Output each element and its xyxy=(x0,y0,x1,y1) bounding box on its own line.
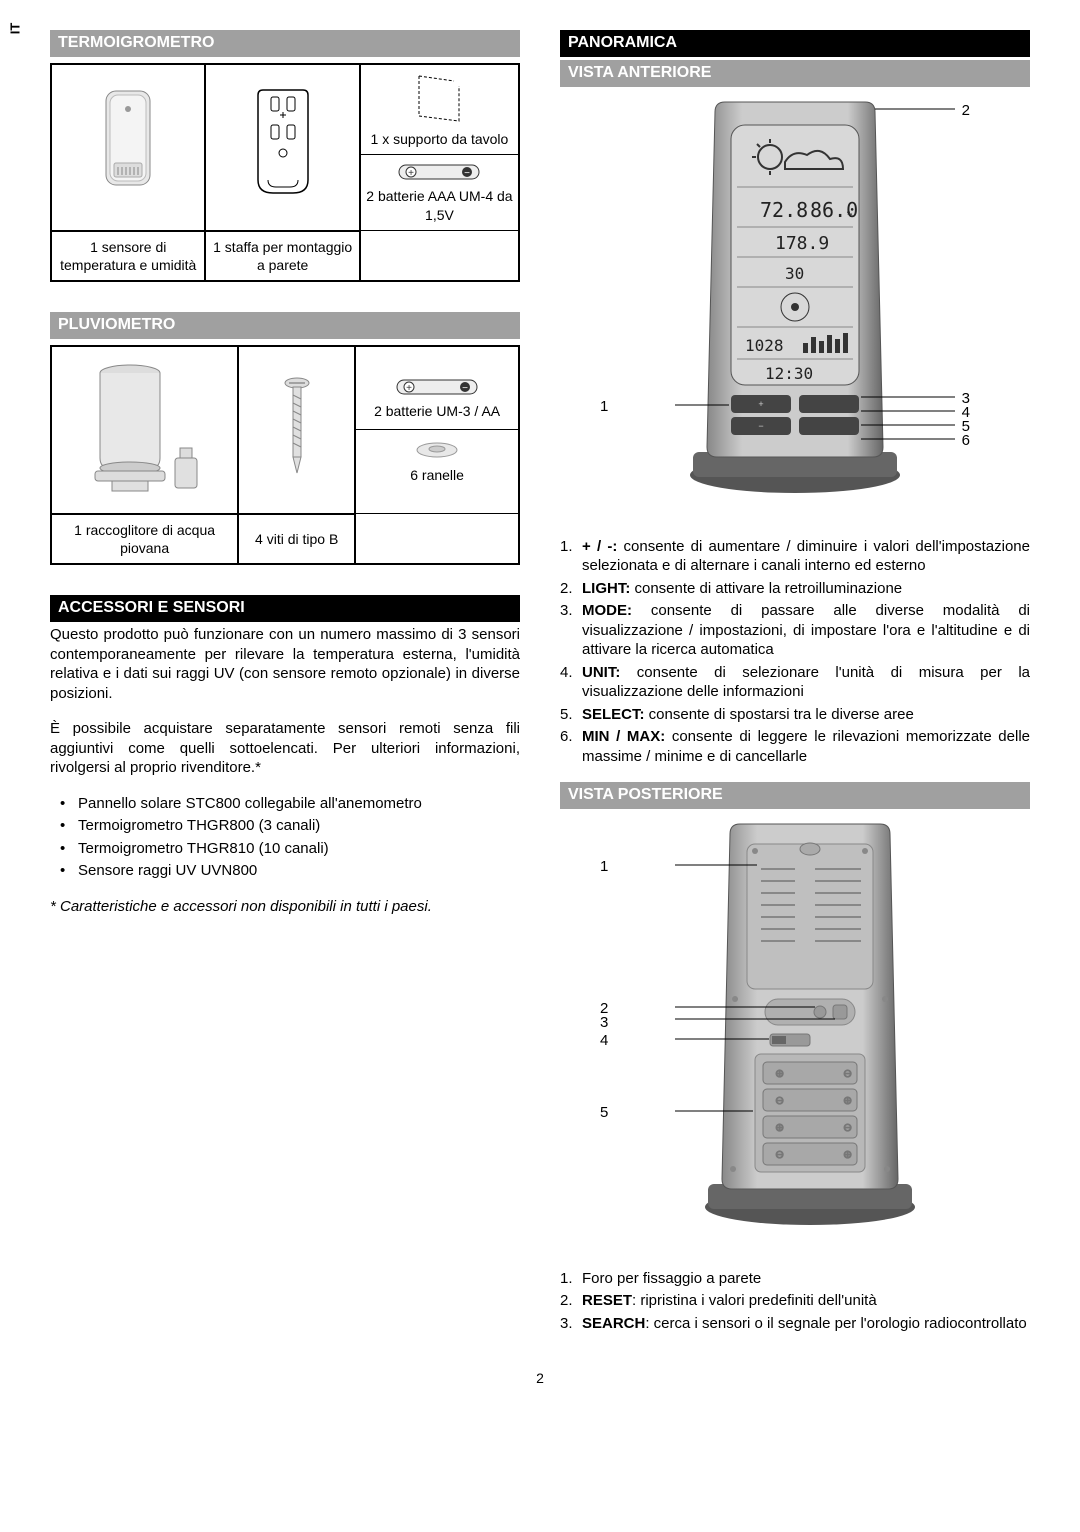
section-title-vista-posteriore: VISTA POSTERIORE xyxy=(560,782,1030,809)
svg-text:+: + xyxy=(409,168,415,179)
section-title-termoigrometro: TERMOIGROMETRO xyxy=(50,30,520,57)
aa-washers-cell: + − 2 batterie UM-3 / AA 6 ranelle xyxy=(355,346,519,514)
rain-collector-cell xyxy=(51,346,238,514)
sensor-cell xyxy=(51,64,205,231)
list-item: 3.MODE: consente di passare alle diverse… xyxy=(560,601,1030,660)
section-title-accessori: ACCESSORI E SENSORI xyxy=(50,595,520,622)
table-stand-icon xyxy=(409,71,469,126)
wall-bracket-icon xyxy=(238,85,328,205)
pluviometro-grid: + − 2 batterie UM-3 / AA 6 ranelle xyxy=(50,345,520,566)
back-callout-5: 5 xyxy=(600,1103,608,1123)
svg-text:⊕: ⊕ xyxy=(843,1149,852,1161)
section-title-panoramica: PANORAMICA xyxy=(560,30,1030,57)
svg-text:72.8: 72.8 xyxy=(760,198,808,222)
empty-caption xyxy=(360,231,519,281)
bracket-cell xyxy=(205,64,359,231)
front-legend-list: 1.+ / -: consente di aumentare / diminui… xyxy=(560,537,1030,767)
svg-text:⊖: ⊖ xyxy=(775,1095,784,1107)
svg-text:30: 30 xyxy=(785,264,804,283)
list-item: 1.+ / -: consente di aumentare / diminui… xyxy=(560,537,1030,576)
device-back-icon: ⊕ ⊖ ⊖ ⊕ ⊕ ⊖ ⊖ ⊕ xyxy=(675,819,975,1229)
accessori-para-1: Questo prodotto può funzionare con un nu… xyxy=(50,625,520,703)
svg-text:⊖: ⊖ xyxy=(775,1149,784,1161)
list-item: 4.UNIT: consente di selezionare l'unità … xyxy=(560,663,1030,702)
aaa-caption: 2 batterie AAA UM-4 da 1,5V xyxy=(365,187,514,223)
svg-text:12:30: 12:30 xyxy=(765,364,813,383)
back-callout-3: 3 xyxy=(600,1013,608,1033)
list-item: 3.SEARCH: cerca i sensori o il segnale p… xyxy=(560,1314,1030,1334)
list-item: 6.MIN / MAX: consente di leggere le rile… xyxy=(560,727,1030,766)
stand-caption: 1 x supporto da tavolo xyxy=(365,130,514,148)
svg-text:+: + xyxy=(758,399,763,409)
svg-text:⊕: ⊕ xyxy=(775,1122,784,1134)
front-callout-6: 6 xyxy=(962,431,970,451)
list-item: 1.Foro per fissaggio a parete xyxy=(560,1269,1030,1289)
front-view-figure: 72.8 86.0 % 178.9 30 1028 12:30 xyxy=(560,97,1030,517)
page-language-tab: IT xyxy=(7,23,24,35)
svg-text:−: − xyxy=(465,168,471,179)
list-item: 5.SELECT: consente di spostarsi tra le d… xyxy=(560,705,1030,725)
termoigrometro-grid: 1 x supporto da tavolo + − 2 batterie AA… xyxy=(50,63,520,282)
svg-text:178.9: 178.9 xyxy=(775,233,829,254)
empty-caption-2 xyxy=(355,514,519,564)
back-view-figure: ⊕⊖ ⊖⊕ ⊕⊖ ⊖⊕ 1 2 3 4 5 xyxy=(560,819,1030,1249)
section-title-pluviometro: PLUVIOMETRO xyxy=(50,312,520,339)
stand-battery-cell: 1 x supporto da tavolo + − 2 batterie AA… xyxy=(360,64,519,231)
bracket-caption: 1 staffa per montaggio a parete xyxy=(205,231,359,281)
svg-text:+: + xyxy=(406,383,412,394)
list-item: Pannello solare STC800 collegabile all'a… xyxy=(60,794,520,814)
temp-sensor-icon xyxy=(88,85,168,205)
washers-caption: 6 ranelle xyxy=(360,466,514,484)
svg-text:⊖: ⊖ xyxy=(843,1068,852,1080)
left-column: TERMOIGROMETRO xyxy=(50,30,520,1349)
svg-text:%: % xyxy=(847,210,853,220)
washer-icon xyxy=(412,438,462,462)
list-item: 2.RESET: ripristina i valori predefiniti… xyxy=(560,1291,1030,1311)
accessori-bullets: Pannello solare STC800 collegabile all'a… xyxy=(50,794,520,881)
sensor-caption: 1 sensore di temperatura e umidità xyxy=(51,231,205,281)
svg-text:−: − xyxy=(462,383,468,394)
screw-icon xyxy=(277,373,317,483)
right-column: PANORAMICA VISTA ANTERIORE xyxy=(560,30,1030,1349)
aa-caption: 2 batterie UM-3 / AA xyxy=(360,402,514,420)
accessori-footnote: * Caratteristiche e accessori non dispon… xyxy=(50,897,520,917)
back-callout-4: 4 xyxy=(600,1031,608,1051)
list-item: Termoigrometro THGR800 (3 canali) xyxy=(60,816,520,836)
list-item: Sensore raggi UV UVN800 xyxy=(60,861,520,881)
svg-text:⊖: ⊖ xyxy=(843,1122,852,1134)
screws-caption: 4 viti di tipo B xyxy=(238,514,355,564)
back-callout-1: 1 xyxy=(600,857,608,877)
svg-text:⊕: ⊕ xyxy=(843,1095,852,1107)
page-number: 2 xyxy=(50,1369,1030,1387)
back-legend-list: 1.Foro per fissaggio a parete 2.RESET: r… xyxy=(560,1269,1030,1334)
rain-collector-icon xyxy=(80,353,210,503)
device-front-icon: 72.8 86.0 % 178.9 30 1028 12:30 xyxy=(675,97,975,497)
rain-collector-caption: 1 raccoglitore di acqua piovana xyxy=(51,514,238,564)
svg-text:−: − xyxy=(758,421,763,431)
front-callout-1: 1 xyxy=(600,397,608,417)
front-callout-2: 2 xyxy=(962,101,970,121)
screws-cell xyxy=(238,346,355,514)
section-title-vista-anteriore: VISTA ANTERIORE xyxy=(560,60,1030,87)
svg-text:⊕: ⊕ xyxy=(775,1068,784,1080)
aaa-batteries-icon: + − xyxy=(394,161,484,183)
list-item: 2.LIGHT: consente di attivare la retroil… xyxy=(560,579,1030,599)
accessori-para-2: È possibile acquistare separatamente sen… xyxy=(50,719,520,778)
aa-batteries-icon: + − xyxy=(392,376,482,398)
svg-text:1028: 1028 xyxy=(745,336,784,355)
list-item: Termoigrometro THGR810 (10 canali) xyxy=(60,839,520,859)
